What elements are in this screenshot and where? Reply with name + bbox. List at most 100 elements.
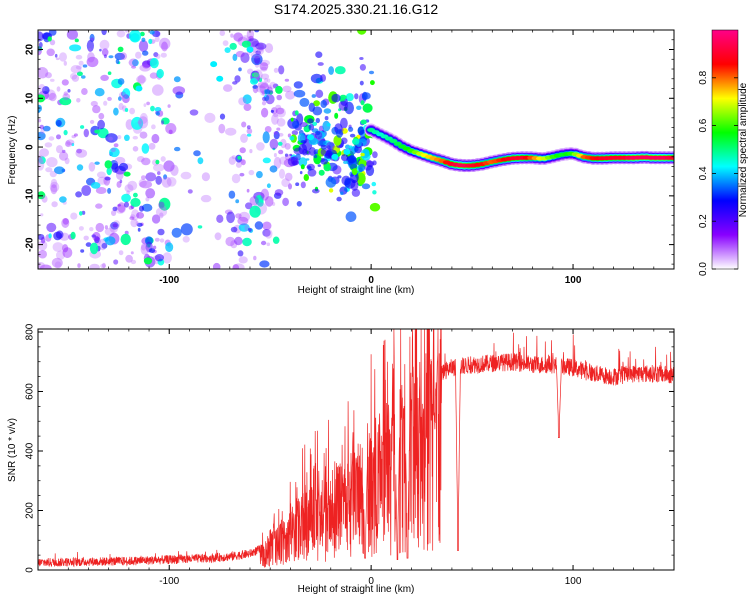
heatmap-blob: [54, 53, 58, 58]
heatmap-blob: [101, 242, 108, 249]
heatmap-blob: [119, 179, 123, 184]
heatmap-blob: [122, 88, 131, 99]
heatmap-blob: [289, 136, 295, 141]
heatmap-blob: [218, 123, 226, 134]
heatmap-blob: [141, 157, 151, 166]
heatmap-blob: [57, 122, 61, 127]
heatmap-blob: [152, 84, 164, 96]
heatmap-y-tick-label: 0: [25, 144, 36, 150]
heatmap-blob: [100, 263, 106, 269]
heatmap-blob: [44, 142, 53, 148]
heatmap-x-ticks: -100 0 100: [67, 30, 675, 286]
heatmap-blob: [95, 187, 107, 194]
heatmap-blob: [113, 259, 119, 265]
heatmap-x-tick-label: -100: [159, 275, 179, 286]
snr-line-group: [38, 329, 674, 568]
heatmap-blob: [251, 72, 259, 78]
heatmap-blob: [152, 245, 157, 250]
heatmap-y-tick-label: 20: [25, 44, 36, 56]
heatmap-blob: [88, 162, 96, 172]
heatmap-blob: [166, 177, 177, 187]
heatmap-blob: [64, 157, 70, 165]
heatmap-blob: [216, 214, 224, 223]
heatmap-blob: [101, 48, 109, 57]
heatmap-blob: [180, 223, 193, 236]
heatmap-blob: [63, 60, 67, 66]
heatmap-blob: [137, 227, 141, 232]
heatmap-blob: [107, 187, 112, 194]
heatmap-blob: [81, 210, 86, 215]
heatmap-blob: [55, 57, 60, 61]
heatmap-blob: [142, 61, 151, 69]
heatmap-blob: [62, 244, 69, 253]
heatmap-blob: [155, 175, 162, 185]
heatmap-blob: [276, 107, 286, 118]
heatmap-blob: [318, 169, 325, 176]
heatmap-blob: [38, 234, 45, 240]
heatmap-blob: [49, 39, 56, 46]
heatmap-blob: [180, 171, 192, 180]
heatmap-x-tick-label: 100: [565, 275, 582, 286]
heatmap-blob: [40, 129, 45, 134]
heatmap-blob: [361, 183, 371, 190]
heatmap-blob: [246, 128, 253, 135]
heatmap-blob: [197, 225, 203, 229]
heatmap-blob: [155, 159, 160, 165]
heatmap-blob: [197, 157, 204, 165]
heatmap-blob: [298, 143, 308, 155]
heatmap-blob: [339, 94, 347, 100]
heatmap-blob: [132, 135, 138, 140]
heatmap-blob: [254, 221, 264, 230]
heatmap-blob: [284, 172, 293, 182]
heatmap-blob: [56, 86, 61, 92]
heatmap-blob: [39, 264, 52, 269]
heatmap-blob: [269, 165, 278, 173]
heatmap-blob: [248, 169, 255, 176]
heatmap-blob: [56, 134, 61, 140]
heatmap-blob: [107, 96, 112, 101]
heatmap-blob: [38, 84, 46, 93]
heatmap-blob: [240, 133, 248, 143]
heatmap-blob: [345, 93, 354, 102]
snr-series-line: [38, 329, 674, 568]
heatmap-blob: [117, 78, 125, 85]
heatmap-blob: [46, 48, 55, 57]
heatmap-blob: [300, 140, 307, 144]
heatmap-blob: [234, 75, 241, 83]
heatmap-blob: [269, 138, 279, 150]
heatmap-blob: [315, 89, 324, 99]
heatmap-scatter-blobs: [38, 20, 381, 269]
heatmap-blob: [340, 137, 348, 145]
heatmap-blob: [284, 78, 290, 82]
heatmap-blob: [127, 180, 138, 191]
heatmap-blob: [338, 100, 348, 111]
heatmap-blob: [75, 65, 82, 70]
heatmap-blob: [140, 243, 147, 251]
heatmap-blob: [160, 156, 166, 162]
heatmap-blob: [38, 191, 46, 200]
heatmap-blob: [276, 94, 283, 101]
heatmap-blob: [272, 236, 280, 244]
heatmap-blob: [264, 229, 273, 239]
heatmap-blob: [128, 205, 134, 210]
heatmap-blob: [132, 146, 139, 152]
heatmap-blob: [96, 171, 106, 179]
heatmap-blob: [261, 101, 267, 106]
heatmap-blob: [246, 30, 255, 40]
heatmap-blob: [189, 109, 199, 116]
heatmap-blob: [311, 94, 316, 98]
heatmap-blob: [313, 154, 318, 159]
heatmap-blob: [71, 135, 76, 139]
heatmap-blob: [291, 130, 299, 136]
heatmap-blob: [363, 20, 372, 26]
heatmap-blob: [230, 33, 234, 38]
heatmap-blob: [97, 127, 109, 139]
heatmap-blob: [296, 201, 302, 207]
heatmap-blob: [122, 94, 130, 104]
heatmap-blob: [350, 171, 359, 184]
heatmap-blob: [300, 181, 306, 189]
heatmap-blob: [108, 55, 114, 59]
heatmap-blob: [212, 262, 221, 269]
